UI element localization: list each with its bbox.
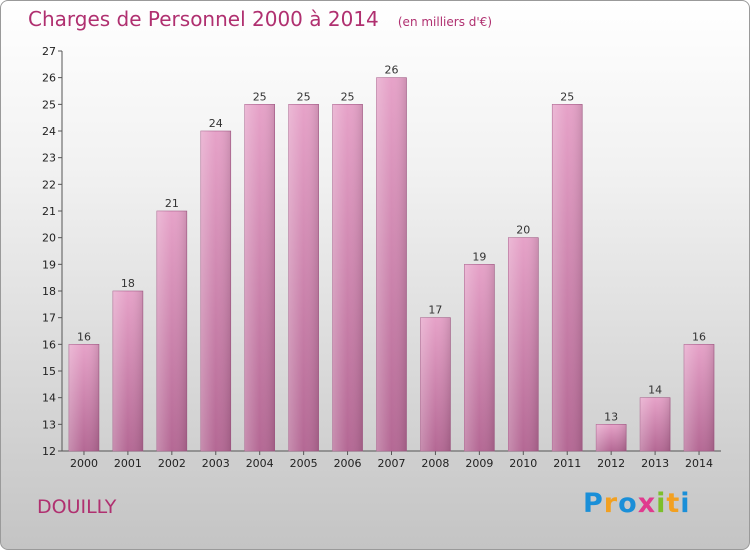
x-tick-label: 2007 [378,457,406,470]
bar-shading [288,104,319,451]
bar-shading [596,424,627,451]
bars-group [68,77,715,452]
x-tick-label: 2011 [553,457,581,470]
data-label: 25 [297,90,311,103]
data-label: 21 [165,197,179,210]
data-label: 26 [385,64,399,77]
data-label: 16 [77,330,91,343]
bar-shading [420,317,451,451]
value-labels-group: 16 18 21 24 25 25 25 26 17 19 20 25 13 14 16 [77,64,706,424]
chart-subtitle: (en milliers d'€) [397,15,492,29]
x-tick-label: 2013 [641,457,669,470]
bar-shading [112,291,143,451]
y-tick-label: 16 [42,338,56,351]
bar-shading [640,397,671,451]
bar-shading [244,104,275,451]
logo-letter: x [637,488,657,519]
y-tick-label: 13 [42,418,56,431]
bar-shading [156,211,187,451]
bar-shading [200,131,231,451]
y-tick-label: 19 [42,258,56,271]
data-label: 25 [560,90,574,103]
data-label: 13 [604,410,618,423]
logo-letter: o [618,488,638,519]
y-tick-label: 25 [42,98,56,111]
x-tick-label: 2000 [70,457,98,470]
x-tick-label: 2012 [597,457,625,470]
data-label: 24 [209,117,223,130]
y-tick-label: 22 [42,178,56,191]
x-tick-label: 2002 [158,457,186,470]
logo-letter: P [583,488,604,519]
y-tick-label: 14 [42,392,56,405]
chart-title-main: Charges de Personnel 2000 à 2014 [28,7,379,31]
logo-letter: i [656,488,667,519]
chart-title: Charges de Personnel 2000 à 2014 (en mil… [28,7,492,31]
y-tick-label: 12 [42,445,56,458]
x-tick-label: 2014 [685,457,713,470]
logo-letter: r [603,488,619,519]
bar-shading [332,104,363,451]
proxiti-logo: Proxiti [583,488,691,519]
bar-shading [552,104,583,451]
logo-letter: t [666,488,681,519]
data-label: 25 [253,90,267,103]
x-tick-label: 2006 [334,457,362,470]
y-tick-label: 24 [42,125,56,138]
axes: 12 13 14 15 16 17 18 19 20 21 22 23 24 25 26 27 2000 2001… [42,45,721,470]
y-tick-label: 23 [42,152,56,165]
bar-shading [508,237,539,451]
x-tick-label: 2004 [246,457,274,470]
bar-shading [684,344,715,451]
x-tick-label: 2008 [421,457,449,470]
data-label: 18 [121,277,135,290]
x-tick-label: 2001 [114,457,142,470]
bar-shading [68,344,99,451]
y-tick-label: 27 [42,45,56,58]
data-label: 16 [692,330,706,343]
x-tick-label: 2009 [465,457,493,470]
y-tick-label: 17 [42,312,56,325]
y-tick-label: 21 [42,205,56,218]
bar-shading [464,264,495,451]
y-tick-label: 18 [42,285,56,298]
logo-letter: i [680,488,691,519]
x-tick-label: 2010 [509,457,537,470]
x-tick-label: 2003 [202,457,230,470]
commune-name: DOUILLY [37,496,117,518]
y-tick-label: 26 [42,72,56,85]
y-tick-label: 15 [42,365,56,378]
data-label: 25 [341,90,355,103]
data-label: 20 [516,224,530,237]
y-tick-label: 20 [42,232,56,245]
data-label: 14 [648,384,662,397]
data-label: 17 [428,304,442,317]
data-label: 19 [472,250,486,263]
bar-shading [376,77,407,452]
x-tick-label: 2005 [290,457,318,470]
